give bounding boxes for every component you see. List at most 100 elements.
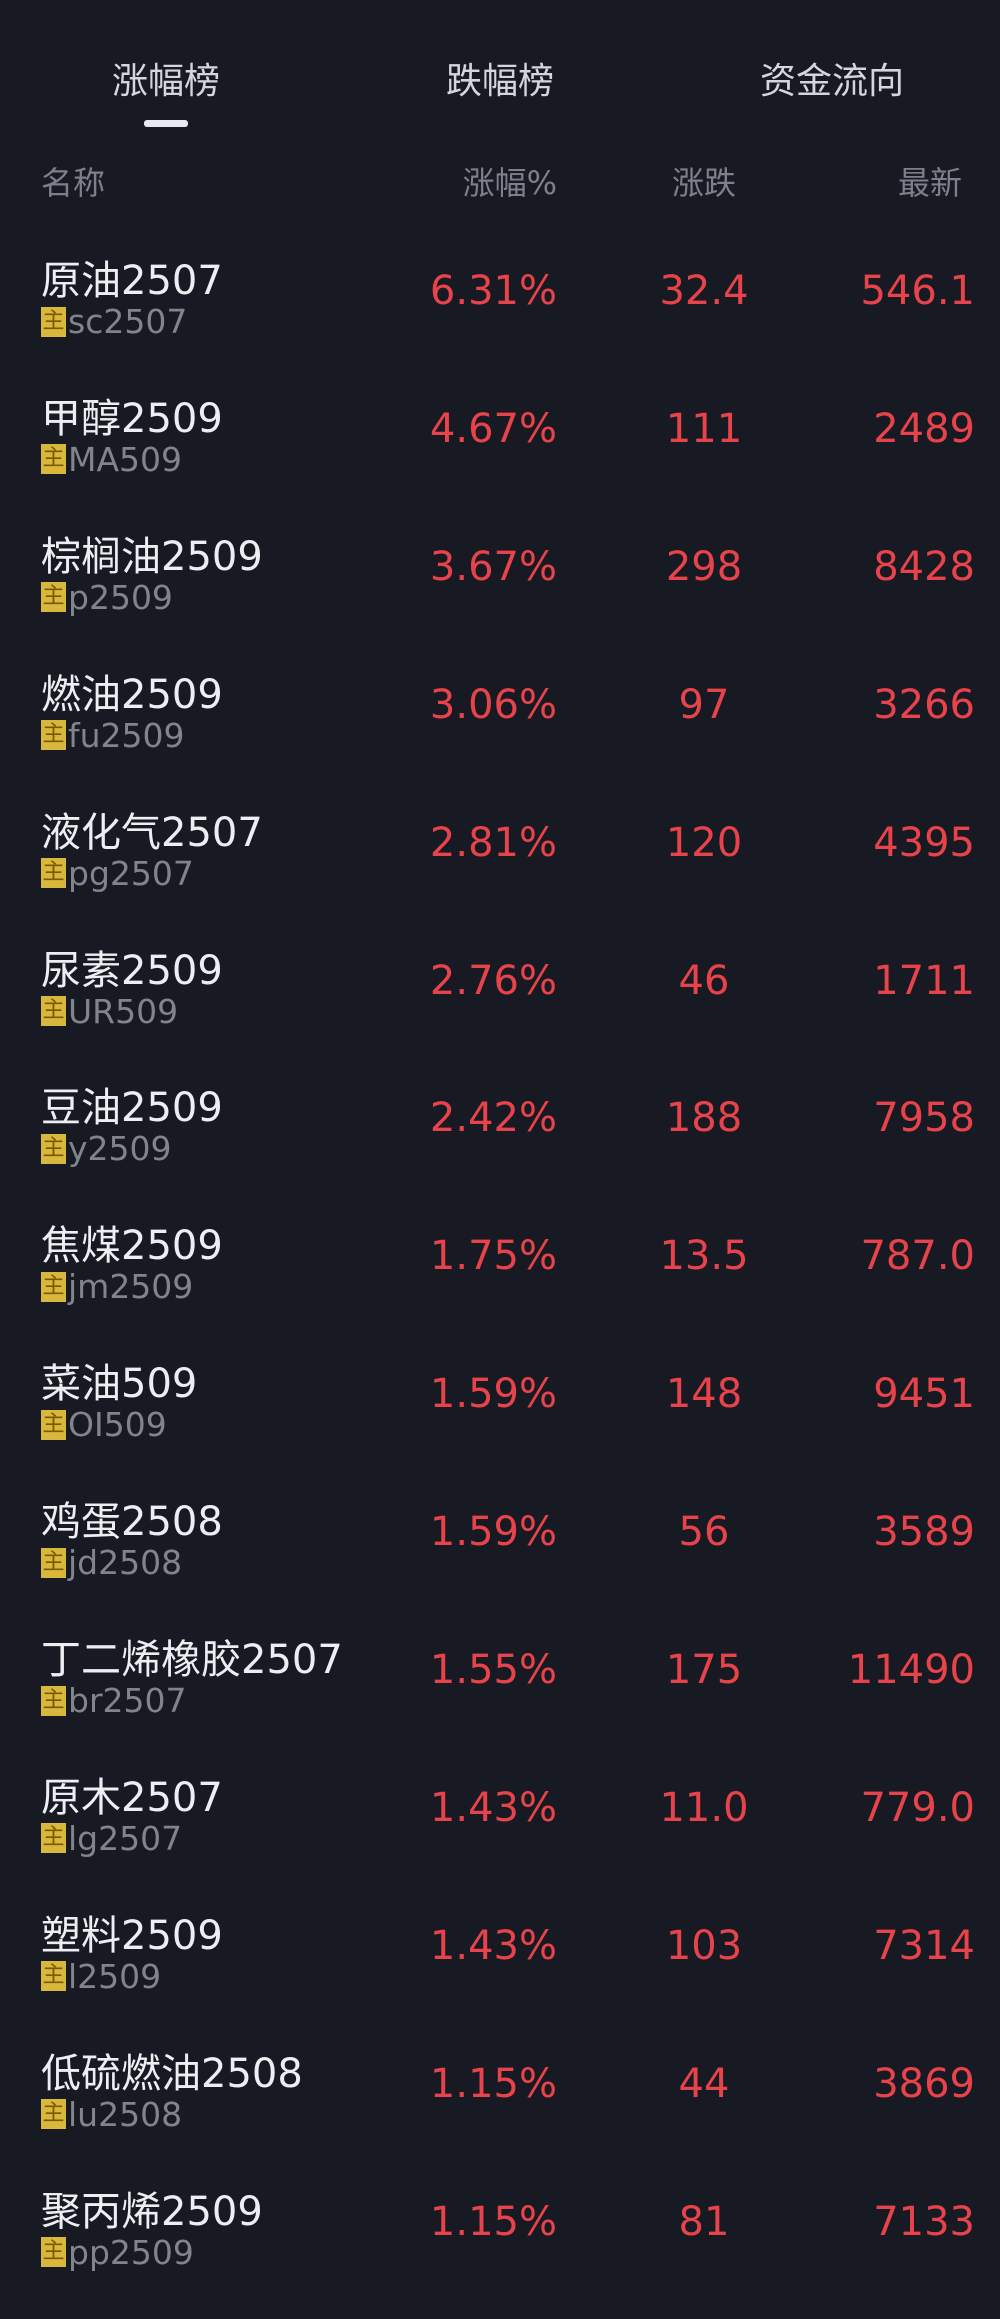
table-row[interactable]: 焦煤2509 主 jm2509 1.75% 13.5 787.0 xyxy=(0,1215,1000,1353)
contract-code-wrap: 主 sc2507 xyxy=(41,302,187,341)
column-header-latest[interactable]: 最新 xyxy=(897,164,962,202)
latest-price: 546.1 xyxy=(860,268,975,314)
latest-price: 787.0 xyxy=(860,1233,975,1280)
main-contract-badge-icon: 主 xyxy=(41,1133,66,1164)
contract-code-wrap: 主 fu2509 xyxy=(41,716,185,755)
change-percent: 1.59% xyxy=(429,1371,557,1418)
contract-name: 聚丙烯2509 xyxy=(41,2188,263,2235)
table-row[interactable]: 原木2507 主 lg2507 1.43% 11.0 779.0 xyxy=(0,1767,1000,1905)
contract-name: 原木2507 xyxy=(41,1774,223,1821)
contract-code: sc2507 xyxy=(68,302,188,341)
contract-code-wrap: 主 OI509 xyxy=(41,1405,167,1444)
table-row[interactable]: 液化气2507 主 pg2507 2.81% 120 4395 xyxy=(0,802,1000,940)
change-percent: 2.76% xyxy=(429,957,557,1004)
table-row[interactable]: 丁二烯橡胶2507 主 br2507 1.55% 175 11490 xyxy=(0,1629,1000,1767)
contract-code: l2509 xyxy=(68,1956,162,1996)
tab-bar: 涨幅榜 跌幅榜 资金流向 xyxy=(0,0,1000,140)
contract-code-wrap: 主 UR509 xyxy=(41,992,178,1031)
contract-name: 鸡蛋2508 xyxy=(41,1499,223,1546)
change-percent: 1.75% xyxy=(429,1233,557,1280)
main-contract-badge-icon: 主 xyxy=(41,1823,66,1854)
change-percent: 1.43% xyxy=(429,1922,557,1969)
contract-code: fu2509 xyxy=(68,715,185,755)
change-value: 56 xyxy=(678,1509,730,1556)
table-row[interactable]: 菜油509 主 OI509 1.59% 148 9451 xyxy=(0,1353,1000,1491)
change-percent: 3.67% xyxy=(429,543,557,590)
table-row[interactable]: 棕榈油2509 主 p2509 3.67% 298 8428 xyxy=(0,526,1000,664)
contract-name: 原油2507 xyxy=(41,258,223,304)
contract-code: OI509 xyxy=(68,1405,167,1445)
change-percent: 2.42% xyxy=(429,1095,557,1142)
table-row[interactable]: 聚丙烯2509 主 pp2509 1.15% 81 7133 xyxy=(0,2181,1000,2319)
latest-price: 779.0 xyxy=(860,1784,975,1831)
change-percent: 4.67% xyxy=(429,405,557,452)
contract-name: 甲醇2509 xyxy=(41,395,223,442)
main-contract-badge-icon: 主 xyxy=(41,1547,66,1578)
contract-code-wrap: 主 y2509 xyxy=(41,1129,172,1168)
change-value: 148 xyxy=(665,1371,743,1418)
latest-price: 3869 xyxy=(873,2060,975,2107)
change-value: 298 xyxy=(665,543,743,590)
contract-code: lg2507 xyxy=(68,1818,183,1858)
change-value: 103 xyxy=(665,1922,743,1969)
change-value: 175 xyxy=(665,1647,743,1693)
latest-price: 7958 xyxy=(873,1095,975,1142)
main-contract-badge-icon: 主 xyxy=(41,720,66,751)
contract-code: jm2509 xyxy=(68,1267,194,1307)
main-contract-badge-icon: 主 xyxy=(41,996,66,1026)
latest-price: 9451 xyxy=(873,1371,975,1418)
contract-code: p2509 xyxy=(68,577,173,617)
change-percent: 2.81% xyxy=(429,819,557,866)
table-row[interactable]: 低硫燃油2508 主 lu2508 1.15% 44 3869 xyxy=(0,2043,1000,2181)
contract-code-wrap: 主 jm2509 xyxy=(41,1267,193,1306)
table-row[interactable]: 甲醇2509 主 MA509 4.67% 111 2489 xyxy=(0,388,1000,526)
table-row[interactable]: 尿素2509 主 UR509 2.76% 46 1711 xyxy=(0,940,1000,1078)
table-row[interactable]: 燃油2509 主 fu2509 3.06% 97 3266 xyxy=(0,664,1000,802)
tab-fund-flow[interactable]: 资金流向 xyxy=(759,61,905,102)
change-value: 13.5 xyxy=(659,1233,749,1280)
main-contract-badge-icon: 主 xyxy=(41,858,66,889)
change-percent: 6.31% xyxy=(429,268,557,314)
change-percent: 3.06% xyxy=(429,681,557,728)
change-value: 120 xyxy=(665,819,743,866)
contract-code: jd2508 xyxy=(68,1543,183,1583)
main-contract-badge-icon: 主 xyxy=(41,2237,66,2268)
table-row[interactable]: 豆油2509 主 y2509 2.42% 188 7958 xyxy=(0,1077,1000,1215)
contract-code-wrap: 主 lg2507 xyxy=(41,1819,182,1858)
contract-name: 尿素2509 xyxy=(41,947,223,994)
tab-losers[interactable]: 跌幅榜 xyxy=(445,61,555,102)
table-row[interactable]: 鸡蛋2508 主 jd2508 1.59% 56 3589 xyxy=(0,1491,1000,1629)
change-percent: 1.43% xyxy=(429,1784,557,1831)
contract-code-wrap: 主 pp2509 xyxy=(41,2233,194,2272)
contract-name: 菜油509 xyxy=(41,1361,198,1408)
change-value: 81 xyxy=(678,2198,730,2245)
contract-code-wrap: 主 br2507 xyxy=(41,1681,187,1720)
contract-name: 棕榈油2509 xyxy=(41,533,263,580)
latest-price: 2489 xyxy=(873,405,975,452)
table-row[interactable]: 原油2507 主 sc2507 6.31% 32.4 546.1 xyxy=(0,250,1000,388)
change-value: 188 xyxy=(665,1095,743,1142)
contract-code: UR509 xyxy=(68,991,179,1031)
contract-code: lu2508 xyxy=(68,2094,183,2134)
change-percent: 1.55% xyxy=(429,1647,557,1693)
column-header-change[interactable]: 涨跌 xyxy=(671,164,737,202)
active-tab-indicator xyxy=(144,120,188,127)
change-value: 97 xyxy=(678,681,730,728)
contract-name: 低硫燃油2508 xyxy=(41,2050,303,2097)
contract-code-wrap: 主 lu2508 xyxy=(41,2095,182,2134)
main-contract-badge-icon: 主 xyxy=(41,2099,66,2130)
latest-price: 1711 xyxy=(873,957,975,1004)
column-header-name[interactable]: 名称 xyxy=(41,164,106,202)
main-contract-badge-icon: 主 xyxy=(41,1685,66,1716)
contract-code-wrap: 主 pg2507 xyxy=(41,854,194,893)
contract-name: 燃油2509 xyxy=(41,671,223,718)
contract-code: pp2509 xyxy=(68,2232,194,2272)
contract-code: MA509 xyxy=(68,439,183,479)
column-header-pct[interactable]: 涨幅% xyxy=(462,164,557,202)
contract-code: y2509 xyxy=(68,1129,172,1169)
change-percent: 1.15% xyxy=(429,2060,557,2107)
table-row[interactable]: 塑料2509 主 l2509 1.43% 103 7314 xyxy=(0,1905,1000,2043)
change-value: 11.0 xyxy=(659,1784,749,1831)
contract-code-wrap: 主 MA509 xyxy=(41,440,182,479)
tab-gainers[interactable]: 涨幅榜 xyxy=(111,61,221,102)
